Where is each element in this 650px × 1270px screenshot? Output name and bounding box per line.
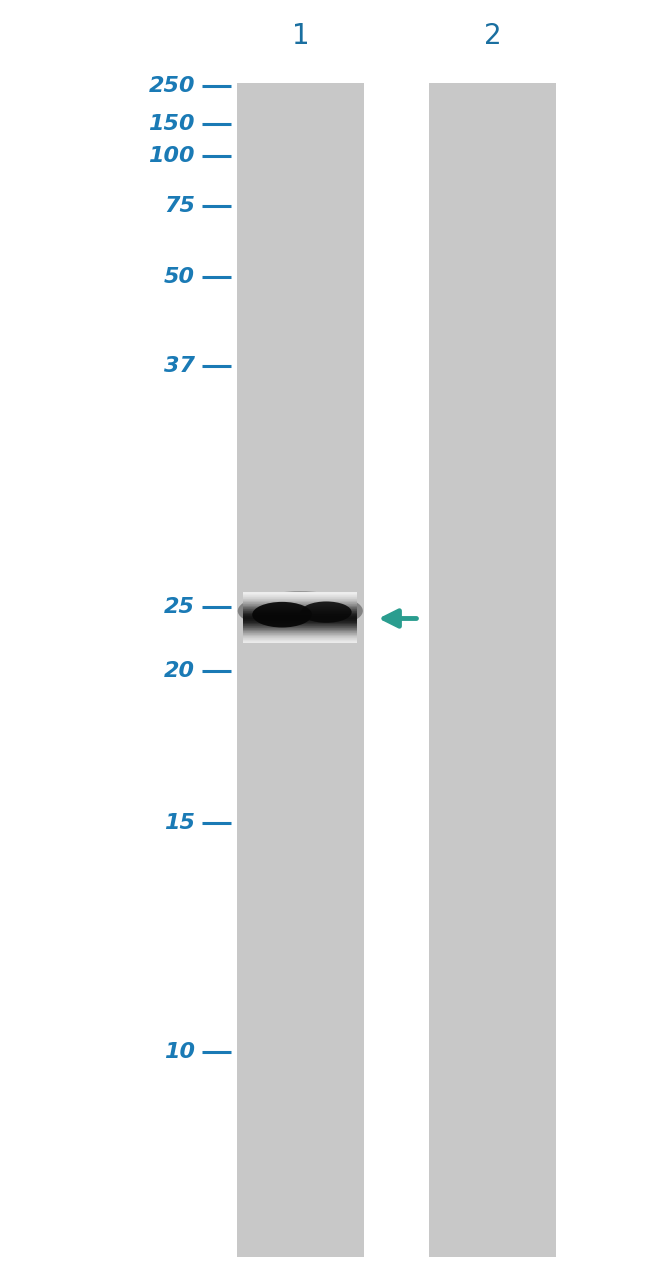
- Ellipse shape: [238, 592, 363, 630]
- Text: 15: 15: [164, 813, 195, 833]
- Text: 2: 2: [484, 22, 501, 50]
- Text: 50: 50: [164, 267, 195, 287]
- Text: 150: 150: [148, 114, 195, 135]
- Text: 250: 250: [148, 76, 195, 97]
- Text: 37: 37: [164, 356, 195, 376]
- Ellipse shape: [301, 602, 352, 622]
- Text: 75: 75: [164, 196, 195, 216]
- Bar: [237, 83, 364, 1257]
- Text: 20: 20: [164, 660, 195, 681]
- Text: 10: 10: [164, 1041, 195, 1062]
- Ellipse shape: [252, 602, 312, 627]
- Text: 1: 1: [292, 22, 309, 50]
- Text: 100: 100: [148, 146, 195, 166]
- Bar: [429, 83, 556, 1257]
- Text: 25: 25: [164, 597, 195, 617]
